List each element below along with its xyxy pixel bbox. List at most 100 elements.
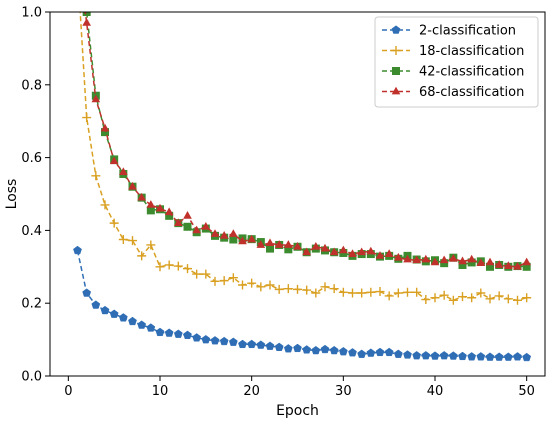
data-point xyxy=(448,351,458,360)
data-point xyxy=(522,293,532,303)
data-point xyxy=(283,284,293,294)
data-point xyxy=(274,284,284,294)
data-point xyxy=(412,255,421,264)
data-point xyxy=(293,241,302,250)
data-point xyxy=(118,235,128,244)
data-point xyxy=(100,305,110,315)
data-point xyxy=(439,255,449,264)
data-point xyxy=(439,351,449,360)
data-point xyxy=(183,330,192,339)
legend-item: 42-classification xyxy=(382,65,524,80)
legend-marker xyxy=(391,86,401,95)
data-point xyxy=(109,156,119,165)
data-point xyxy=(494,291,504,301)
data-point xyxy=(467,258,476,267)
data-point xyxy=(485,352,495,361)
data-point xyxy=(164,328,174,337)
data-point xyxy=(164,260,174,270)
data-point xyxy=(320,243,330,252)
data-point xyxy=(137,251,147,261)
data-point xyxy=(228,337,238,346)
data-point xyxy=(238,280,247,290)
data-point xyxy=(256,282,266,292)
data-point xyxy=(146,200,156,208)
data-point xyxy=(338,347,348,356)
data-point xyxy=(247,339,257,349)
data-point xyxy=(348,348,357,357)
data-point xyxy=(183,211,192,219)
x-tick-label: 20 xyxy=(243,384,260,399)
data-point xyxy=(128,236,137,246)
data-point xyxy=(320,282,330,292)
legend-label: 42-classification xyxy=(419,65,524,80)
data-point xyxy=(494,352,504,361)
data-point xyxy=(293,343,302,353)
data-point xyxy=(384,347,394,357)
data-point xyxy=(100,123,110,132)
y-axis-label: Loss xyxy=(4,179,20,210)
data-point xyxy=(284,245,293,254)
data-point xyxy=(329,284,339,294)
legend-marker xyxy=(392,67,400,75)
data-point xyxy=(458,260,467,269)
data-point xyxy=(229,235,238,244)
data-point xyxy=(293,284,302,294)
data-point xyxy=(302,285,312,295)
data-point xyxy=(522,352,532,362)
series-layer xyxy=(73,12,532,362)
data-point xyxy=(164,207,174,216)
data-point xyxy=(430,293,440,303)
data-point xyxy=(201,221,211,230)
data-point xyxy=(320,344,330,354)
data-point xyxy=(403,254,412,263)
plot-frame xyxy=(49,11,546,377)
data-point xyxy=(513,295,522,305)
data-point xyxy=(183,264,192,274)
data-point xyxy=(91,171,101,181)
data-point xyxy=(503,294,513,304)
data-point xyxy=(467,254,476,263)
legend-item: 68-classification xyxy=(382,85,524,100)
data-point xyxy=(128,181,137,190)
data-point xyxy=(476,258,486,267)
data-point xyxy=(393,349,403,358)
data-point xyxy=(467,352,477,361)
data-point xyxy=(118,313,128,322)
data-point xyxy=(311,241,321,250)
data-point xyxy=(192,225,201,234)
data-point xyxy=(247,234,256,243)
data-point xyxy=(412,287,422,297)
legend-label: 18-classification xyxy=(419,44,524,59)
data-point xyxy=(485,294,495,304)
data-point xyxy=(82,113,92,123)
data-point xyxy=(229,229,238,237)
data-point xyxy=(375,251,385,259)
data-point xyxy=(366,287,376,297)
data-point xyxy=(494,260,504,268)
data-point xyxy=(146,206,155,215)
data-point xyxy=(339,245,348,254)
data-point xyxy=(440,259,449,268)
data-point xyxy=(449,253,458,262)
data-point xyxy=(192,269,202,279)
data-point xyxy=(458,256,467,265)
data-point xyxy=(101,128,109,137)
y-tick-label: 0.0 xyxy=(21,370,42,385)
data-point xyxy=(228,273,238,283)
series-line-18-classification xyxy=(79,12,527,302)
data-point xyxy=(476,288,486,298)
data-point xyxy=(394,252,403,261)
data-point xyxy=(210,336,220,345)
data-point xyxy=(357,349,367,358)
data-point xyxy=(513,352,522,361)
data-point xyxy=(256,240,266,248)
data-point xyxy=(348,249,357,257)
series-18-classification xyxy=(79,12,532,305)
data-point xyxy=(266,244,274,253)
data-point xyxy=(173,329,183,338)
data-point xyxy=(421,295,431,305)
data-point xyxy=(467,293,477,303)
x-tick-label: 40 xyxy=(427,384,444,399)
data-point xyxy=(91,94,101,103)
